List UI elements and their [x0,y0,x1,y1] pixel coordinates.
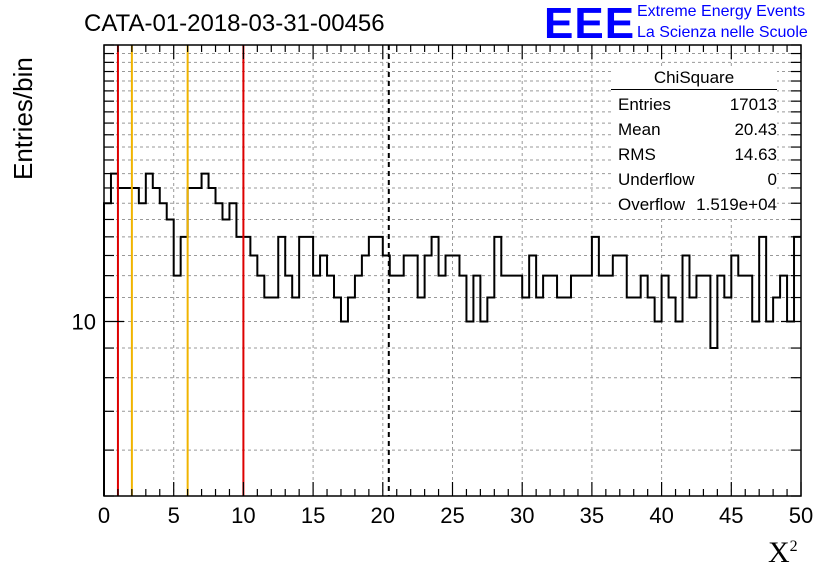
stats-value: 17013 [729,95,777,114]
stats-row-mean: Mean 20.43 [611,117,777,142]
eee-logo-line2: La Scienza nelle Scuole [637,24,808,41]
stats-value: 20.43 [734,120,777,139]
x-tick-label: 0 [98,503,110,528]
stats-box: ChiSquare Entries 17013 Mean 20.43 RMS 1… [611,68,777,217]
stats-label: Underflow [618,170,695,189]
stats-title: ChiSquare [611,68,777,90]
stats-label: RMS [618,145,656,164]
x-tick-label: 50 [789,503,813,528]
chart-title: CATA-01-2018-03-31-00456 [84,10,385,37]
x-tick-label: 25 [440,503,464,528]
stats-row-rms: RMS 14.63 [611,142,777,167]
x-tick-label: 10 [231,503,255,528]
stats-row-underflow: Underflow 0 [611,167,777,192]
x-tick-label: 5 [168,503,180,528]
x-tick-label: 15 [301,503,325,528]
stats-label: Overflow [618,195,686,214]
x-tick-label: 35 [580,503,604,528]
stats-row-entries: Entries 17013 [611,92,777,117]
stats-label: Entries [618,95,671,114]
histogram-series [103,172,801,496]
stats-row-overflow: Overflow 1.519e+04 [611,192,777,217]
stats-value: 14.63 [734,145,777,164]
eee-logo-mark: EEE [544,0,636,48]
x-tick-label: 40 [649,503,673,528]
y-tick-label: 10 [72,310,96,335]
stats-value: 1.519e+04 [696,195,777,214]
eee-logo-line1: Extreme Energy Events [637,3,806,20]
x-tick-label: 30 [510,503,534,528]
stats-label: Mean [618,120,661,139]
x-tick-label: 45 [719,503,743,528]
stats-value: 0 [767,170,777,189]
x-axis-label: X2 [768,536,798,569]
x-tick-label: 20 [371,503,395,528]
